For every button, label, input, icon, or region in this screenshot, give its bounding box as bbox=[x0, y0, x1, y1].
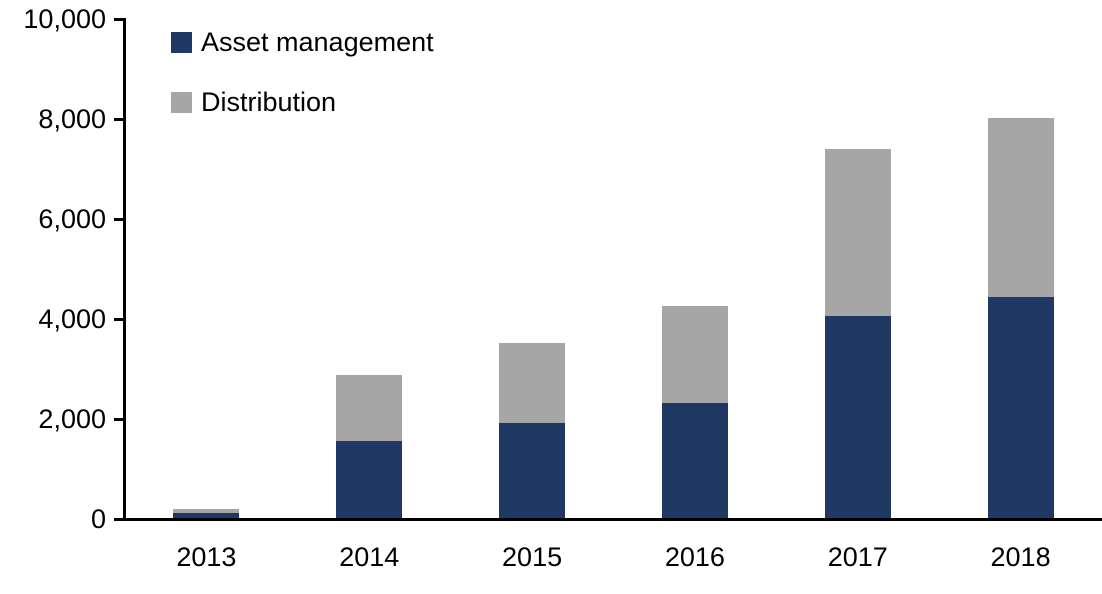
x-tick-label-2017: 2017 bbox=[827, 542, 888, 572]
stacked-bar-2016 bbox=[661, 305, 728, 518]
bar-segment-2017-asset-management bbox=[824, 315, 891, 518]
y-axis-line bbox=[123, 18, 126, 521]
y-tick-mark bbox=[114, 418, 123, 421]
bar-slot-2016 bbox=[613, 0, 776, 518]
bar-segment-2014-asset-management bbox=[336, 440, 403, 518]
x-tick-label-2015: 2015 bbox=[502, 542, 563, 572]
stacked-bar-2013 bbox=[173, 509, 240, 518]
x-tick-label-2016: 2016 bbox=[664, 542, 725, 572]
x-tick-label-2014: 2014 bbox=[339, 542, 400, 572]
bar-segment-2014-distribution bbox=[336, 374, 403, 441]
bar-segment-2013-asset-management bbox=[173, 513, 240, 518]
stacked-bar-2014 bbox=[336, 374, 403, 518]
y-tick-label-10000: 10,000 bbox=[23, 4, 106, 34]
legend-label: Distribution bbox=[201, 87, 337, 117]
bar-slot-2017 bbox=[776, 0, 939, 518]
stacked-bar-2018 bbox=[987, 118, 1054, 518]
bar-segment-2016-asset-management bbox=[661, 403, 728, 518]
plot-area bbox=[125, 0, 1102, 518]
bar-segment-2017-distribution bbox=[824, 149, 891, 316]
bar-segment-2018-distribution bbox=[987, 118, 1054, 297]
stacked-bar-2017 bbox=[824, 149, 891, 518]
legend-item-asset-management: Asset management bbox=[171, 29, 434, 56]
bar-slot-2015 bbox=[451, 0, 614, 518]
legend-label: Asset management bbox=[201, 27, 434, 57]
bar-segment-2016-distribution bbox=[661, 305, 728, 403]
bar-segment-2015-asset-management bbox=[499, 423, 566, 518]
legend: Asset management Distribution bbox=[171, 29, 434, 116]
y-tick-mark bbox=[114, 518, 123, 521]
bar-segment-2015-distribution bbox=[499, 343, 566, 423]
y-tick-label-6000: 6,000 bbox=[38, 204, 106, 234]
y-tick-label-4000: 4,000 bbox=[38, 304, 106, 334]
x-tick-label-2018: 2018 bbox=[990, 542, 1051, 572]
bar-slot-2018 bbox=[939, 0, 1102, 518]
bar-segment-2013-distribution bbox=[173, 509, 240, 513]
legend-item-distribution: Distribution bbox=[171, 89, 434, 116]
bar-segment-2018-asset-management bbox=[987, 297, 1054, 518]
asset-management-swatch-icon bbox=[171, 32, 192, 53]
bar-slot-2013 bbox=[125, 0, 288, 518]
x-tick-label-2013: 2013 bbox=[176, 542, 237, 572]
distribution-swatch-icon bbox=[171, 92, 192, 113]
y-tick-label-8000: 8,000 bbox=[38, 104, 106, 134]
y-tick-mark bbox=[114, 18, 123, 21]
x-axis-line bbox=[123, 518, 1102, 521]
y-tick-label-2000: 2,000 bbox=[38, 404, 106, 434]
y-tick-label-0: 0 bbox=[90, 504, 106, 534]
y-tick-mark bbox=[114, 218, 123, 221]
y-tick-mark bbox=[114, 318, 123, 321]
y-tick-mark bbox=[114, 118, 123, 121]
x-axis-labels: 2013 2014 2015 2016 2017 2018 bbox=[125, 541, 1102, 573]
stacked-bar-2015 bbox=[499, 343, 566, 518]
bar-slot-2014 bbox=[288, 0, 451, 518]
